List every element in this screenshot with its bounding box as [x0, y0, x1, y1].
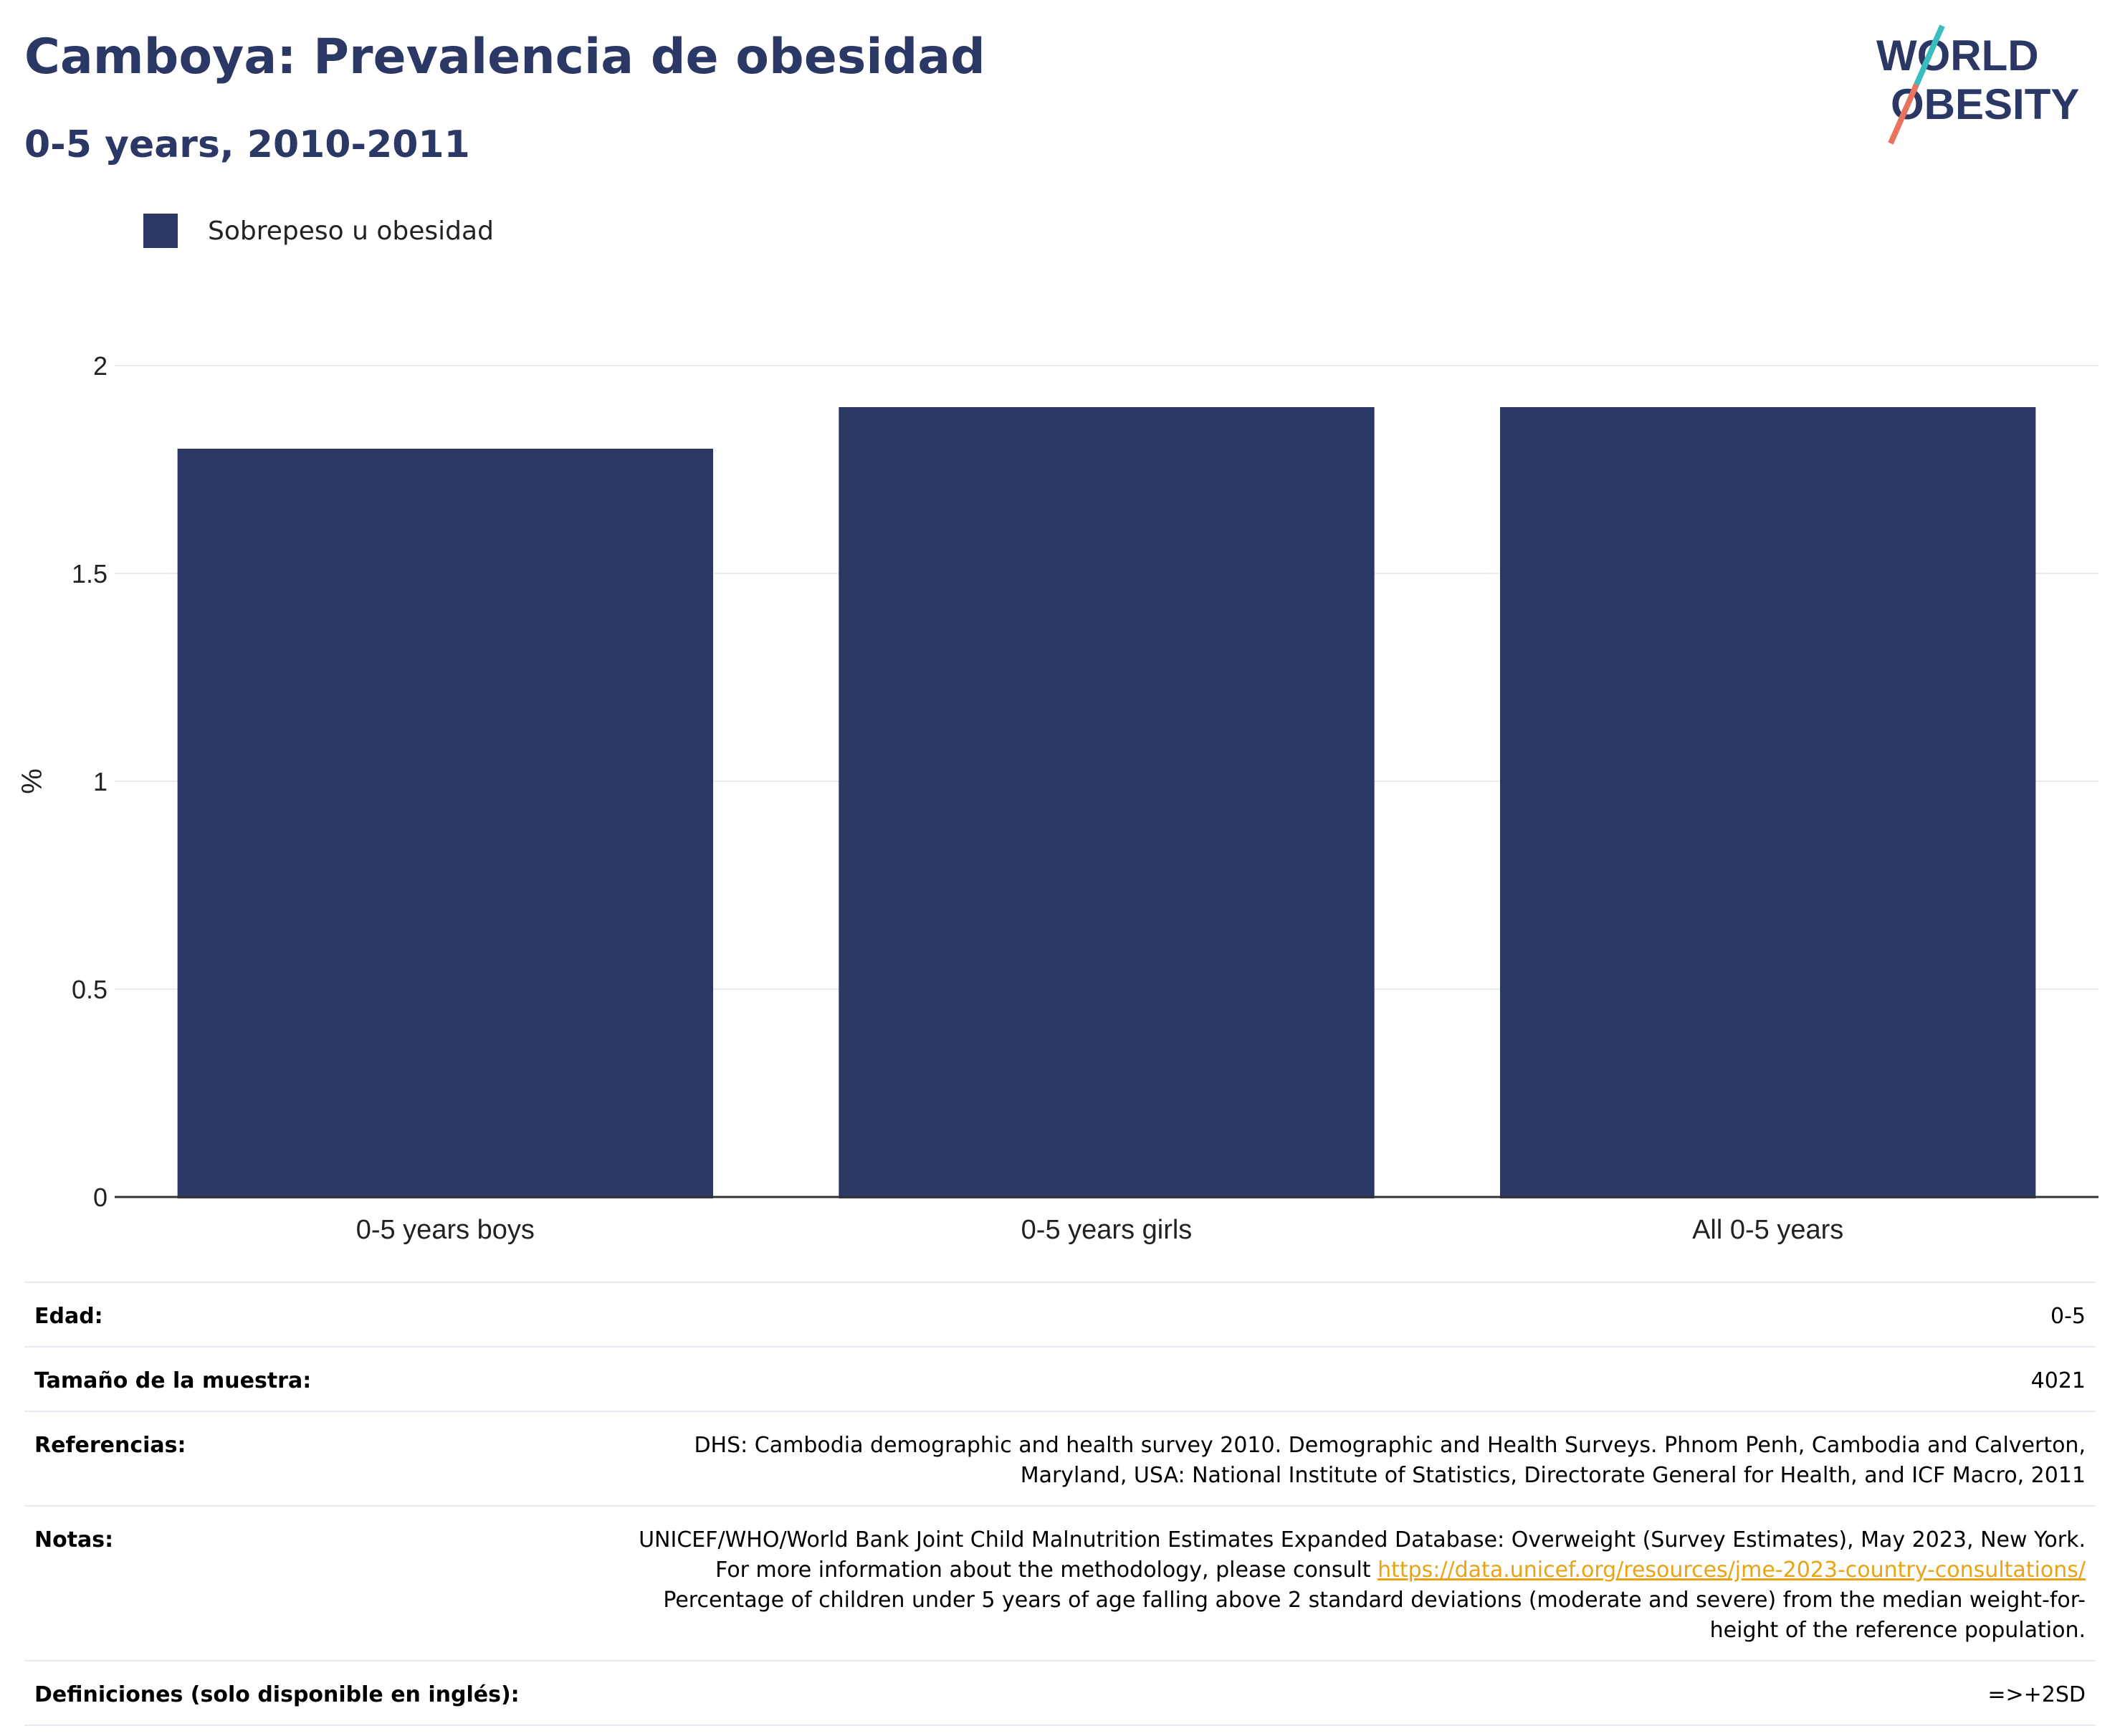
legend-swatch	[143, 214, 178, 248]
x-tick-label: 0-5 years boys	[356, 1215, 535, 1245]
y-axis-label: %	[16, 768, 48, 794]
x-tick-label: 0-5 years girls	[1021, 1215, 1193, 1245]
bar-chart: 0 0.5 1 1.5 2 0-5 years boys 0-5 years girls Al…	[16, 351, 2098, 1245]
y-tick-label: 0	[93, 1183, 108, 1212]
notes-link[interactable]: https://data.unicef.org/resources/jme-20…	[1377, 1558, 2086, 1583]
age-label: Edad:	[34, 1304, 103, 1329]
world-obesity-logo: WORLD OBESITY	[1876, 24, 2079, 145]
notes-text-2: Percentage of children under 5 years of …	[663, 1588, 2086, 1643]
y-tick-label: 0.5	[72, 975, 108, 1004]
definitions-value: =>+2SD	[1987, 1682, 2086, 1707]
meta-row-sample: Tamaño de la muestra: 4021	[24, 1346, 2096, 1411]
sample-label: Tamaño de la muestra:	[34, 1368, 312, 1393]
references-label: Referencias:	[34, 1433, 186, 1458]
definitions-label: Definiciones (solo disponible en inglés)…	[34, 1682, 520, 1707]
metadata-table: Edad: 0-5 Tamaño de la muestra: 4021 Ref…	[24, 1282, 2096, 1726]
sample-value: 4021	[2030, 1368, 2086, 1393]
page-subtitle: 0-5 years, 2010-2011	[24, 123, 470, 166]
bar	[839, 407, 1375, 1198]
x-tick-label: All 0-5 years	[1692, 1215, 1843, 1245]
page-title: Camboya: Prevalencia de obesidad	[24, 29, 985, 85]
y-tick-label: 1	[93, 767, 108, 796]
svg-text:OBESITY: OBESITY	[1891, 80, 2079, 128]
y-tick-label: 2	[93, 351, 108, 381]
legend-label: Sobrepeso u obesidad	[208, 216, 494, 246]
svg-text:WORLD: WORLD	[1876, 32, 2039, 80]
chart-legend[interactable]: Sobrepeso u obesidad	[143, 212, 494, 249]
references-value: DHS: Cambodia demographic and health sur…	[694, 1433, 2086, 1488]
notes-text-1: UNICEF/WHO/World Bank Joint Child Malnut…	[639, 1527, 2086, 1583]
bar	[1499, 407, 2036, 1198]
notes-label: Notas:	[34, 1527, 114, 1553]
meta-row-references: Referencias: DHS: Cambodia demographic a…	[24, 1411, 2096, 1505]
meta-row-age: Edad: 0-5	[24, 1282, 2096, 1346]
age-value: 0-5	[2050, 1304, 2086, 1329]
notes-value: UNICEF/WHO/World Bank Joint Child Malnut…	[609, 1525, 2086, 1646]
meta-row-definitions: Definiciones (solo disponible en inglés)…	[24, 1660, 2096, 1726]
meta-row-notes: Notas: UNICEF/WHO/World Bank Joint Child…	[24, 1505, 2096, 1660]
bar	[177, 449, 714, 1198]
y-tick-label: 1.5	[72, 559, 108, 588]
